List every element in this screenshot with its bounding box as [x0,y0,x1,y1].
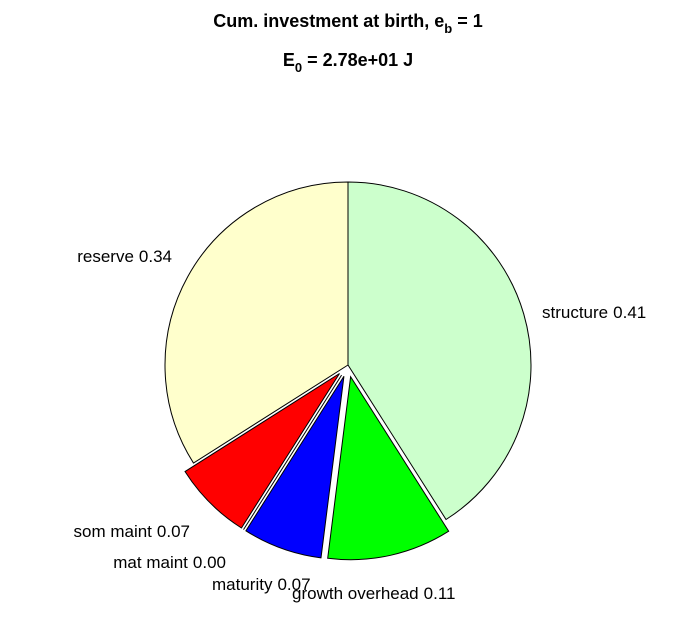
slice-label: growth overhead 0.11 [292,584,455,603]
pie-slice [347,181,532,521]
pie-slice [184,373,340,529]
slice-label: mat maint 0.00 [113,553,226,572]
slice-label: reserve 0.34 [77,247,172,266]
slice-category: som maint [73,522,152,541]
slice-label: maturity 0.07 [212,575,311,594]
chart-subtitle: E0 = 2.78e+01 J [283,50,413,75]
slice-value: 0.07 [277,575,310,594]
pie-slice [164,181,349,464]
slice-label: som maint 0.07 [73,522,190,541]
title-part: = 1 [452,11,483,31]
slice-label: structure 0.41 [542,303,646,322]
slice-value: 0.34 [139,247,172,266]
subtitle-part: E [283,50,295,70]
title-part: Cum. investment at birth, e [213,11,444,31]
chart-title: Cum. investment at birth, eb = 1 [213,11,483,36]
slice-category: reserve [77,247,134,266]
slice-value: 0.41 [613,303,646,322]
pie-slice [327,375,450,561]
title-subscript: b [444,21,452,36]
slice-category: structure [542,303,608,322]
slice-category: mat maint [113,553,188,572]
slice-value: 0.00 [193,553,226,572]
slice-value: 0.07 [157,522,190,541]
subtitle-part: = 2.78e+01 J [302,50,413,70]
pie-slice [245,376,345,559]
slice-category: growth overhead [292,584,419,603]
slice-value: 0.11 [424,584,456,603]
subtitle-subscript: 0 [295,60,302,75]
slice-category: maturity [212,575,273,594]
pie-slice [243,374,342,530]
